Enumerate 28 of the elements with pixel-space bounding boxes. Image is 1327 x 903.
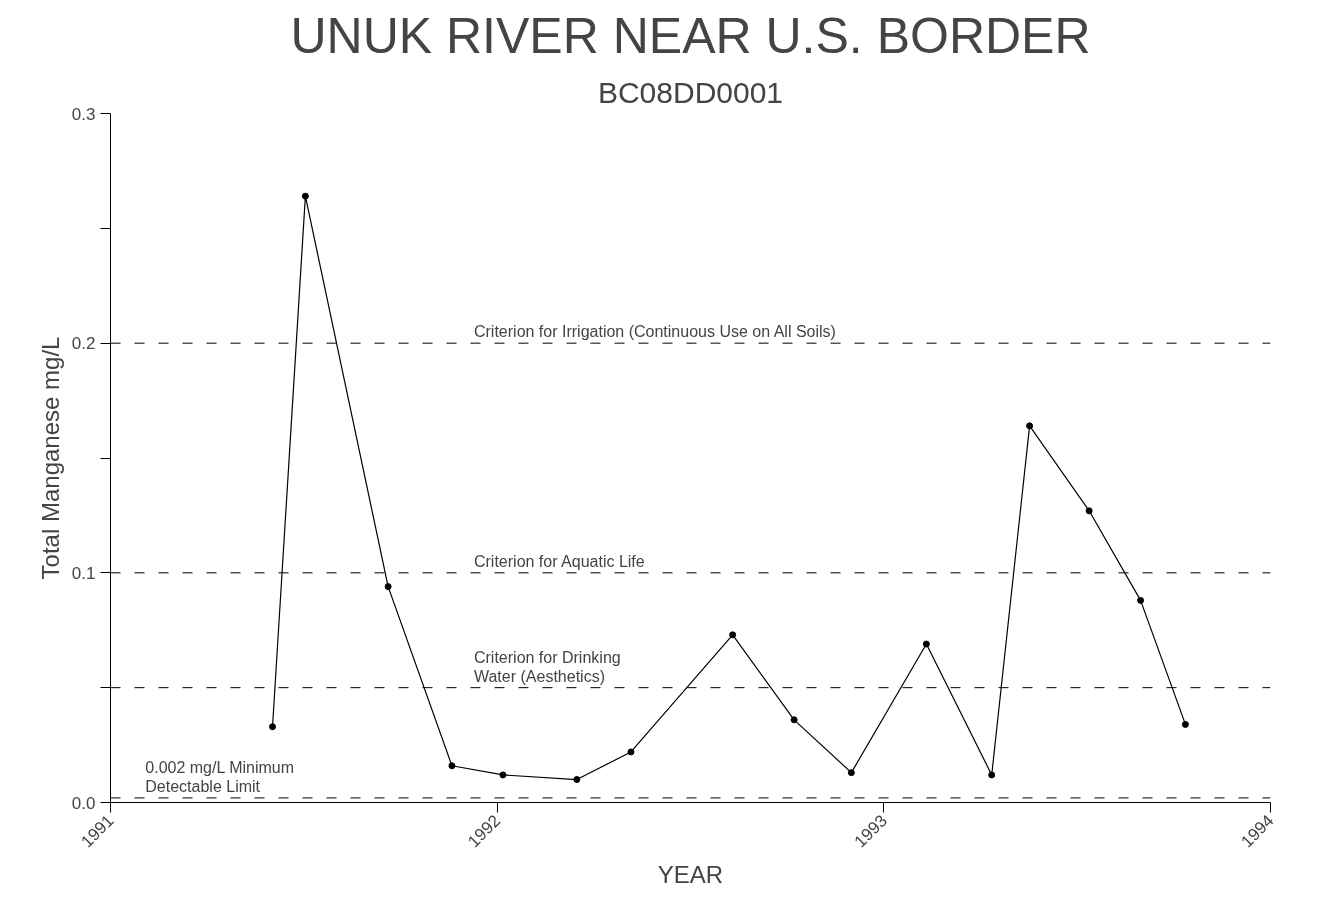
point bbox=[627, 748, 635, 756]
ref-line-label: 0.002 mg/L Minimum Detectable Limit bbox=[145, 759, 295, 795]
point bbox=[1137, 596, 1145, 604]
point bbox=[1181, 720, 1189, 728]
point bbox=[499, 771, 507, 779]
ref-line-label: Criterion for Drinking Water (Aesthetics) bbox=[473, 648, 621, 685]
y-axis-title: Total Manganese mg/L bbox=[36, 336, 64, 580]
point bbox=[1026, 422, 1034, 430]
point bbox=[922, 640, 930, 648]
y-tick-label: 0.2 bbox=[71, 334, 96, 354]
point bbox=[301, 192, 309, 200]
ref-line-label: Criterion for Irrigation (Continuous Use on All Soils) bbox=[473, 323, 836, 341]
point bbox=[269, 723, 277, 731]
point bbox=[988, 771, 996, 779]
point bbox=[847, 769, 855, 777]
point bbox=[1085, 507, 1093, 515]
chart-title: UNUK RIVER NEAR U.S. BORDER bbox=[290, 7, 1091, 64]
ref-line-label: Criterion for Aquatic Life bbox=[473, 552, 645, 570]
y-tick-label: 0.0 bbox=[71, 793, 96, 813]
x-axis-title: YEAR bbox=[657, 860, 724, 888]
y-tick-label: 0.3 bbox=[71, 104, 96, 124]
point bbox=[573, 776, 581, 784]
chart-subtitle: BC08DD0001 bbox=[597, 75, 784, 109]
point bbox=[729, 631, 737, 639]
point bbox=[790, 716, 798, 724]
point bbox=[448, 762, 456, 770]
y-tick-label: 0.1 bbox=[71, 563, 96, 583]
point bbox=[384, 583, 392, 591]
